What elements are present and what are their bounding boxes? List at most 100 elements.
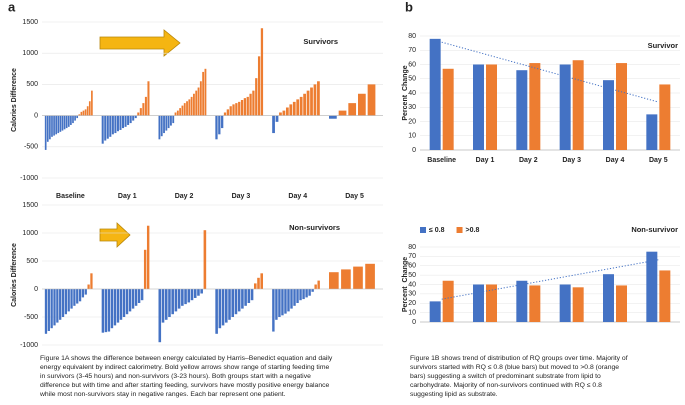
- y-tick-label: 70: [408, 47, 416, 54]
- group-label: Day 5: [345, 193, 364, 200]
- bar: [559, 284, 571, 322]
- bar: [215, 289, 218, 334]
- bar: [279, 112, 282, 116]
- group-label: Baseline: [56, 193, 85, 200]
- y-tick-label: -500: [24, 314, 38, 321]
- caption-line: energy equivalent by indirect calorimetr…: [40, 364, 329, 371]
- bar: [572, 287, 584, 322]
- bar: [134, 289, 138, 306]
- bar: [353, 266, 363, 289]
- bar: [53, 289, 56, 326]
- bar: [193, 289, 197, 298]
- bar: [285, 107, 289, 116]
- group-label: Day 3: [232, 193, 251, 200]
- bar: [204, 68, 207, 116]
- bar: [104, 115, 107, 141]
- bar: [338, 110, 347, 116]
- panel-label: a: [8, 0, 16, 14]
- y-tick-label: 60: [408, 61, 416, 68]
- y-tick-label: 1500: [22, 202, 38, 209]
- bar: [177, 289, 181, 309]
- bar: [158, 115, 161, 140]
- caption-line: while most non-survivors stay in negativ…: [39, 391, 286, 398]
- bar: [299, 96, 303, 116]
- bar: [357, 93, 366, 116]
- chart-title: Non-survivor: [631, 225, 678, 234]
- bar: [228, 289, 231, 320]
- bar: [329, 115, 337, 119]
- feeding-arrow: [99, 29, 181, 57]
- bar: [429, 38, 441, 150]
- bar: [181, 289, 184, 306]
- bar: [289, 104, 293, 116]
- bar: [442, 68, 454, 150]
- y-tick-label: 40: [408, 281, 416, 288]
- bar: [473, 284, 484, 322]
- bar: [176, 110, 179, 116]
- bar: [306, 90, 310, 116]
- bar: [127, 115, 130, 125]
- bar: [49, 115, 51, 140]
- bar: [260, 28, 264, 116]
- bar: [132, 115, 135, 121]
- chart-title: Survivor: [648, 41, 679, 50]
- bar: [292, 101, 296, 116]
- bar: [109, 115, 112, 137]
- bar: [119, 289, 123, 320]
- bar: [78, 114, 81, 116]
- bar: [53, 115, 55, 136]
- bar: [168, 289, 171, 317]
- bar: [486, 64, 497, 150]
- x-tick-label: Day 5: [649, 157, 668, 164]
- bar: [67, 289, 70, 312]
- y-tick-label: 0: [412, 319, 416, 326]
- panel-label: b: [405, 0, 413, 14]
- bar: [299, 289, 302, 301]
- bar: [200, 289, 203, 294]
- bar: [303, 93, 306, 116]
- bar: [516, 70, 528, 150]
- bar: [202, 71, 205, 116]
- bar: [124, 115, 127, 127]
- bar: [46, 115, 49, 142]
- bar: [147, 81, 150, 116]
- bar: [114, 115, 117, 134]
- caption-line: difference but with time and after start…: [40, 382, 329, 389]
- y-tick-label: 0: [34, 286, 38, 293]
- bar: [284, 289, 287, 314]
- bar: [275, 289, 278, 320]
- y-tick-label: 20: [408, 118, 416, 125]
- bar: [195, 90, 198, 116]
- bar: [144, 96, 147, 116]
- bar: [348, 103, 357, 116]
- bar: [50, 289, 53, 329]
- bar: [529, 285, 541, 322]
- bar: [129, 115, 132, 124]
- y-tick-label: 500: [26, 258, 38, 265]
- y-axis-label: Calories Difference: [11, 243, 18, 307]
- bar: [238, 101, 241, 116]
- bar: [163, 115, 165, 134]
- bar: [161, 289, 165, 323]
- x-tick-label: Baseline: [427, 157, 456, 164]
- bar: [442, 280, 454, 322]
- bar: [260, 273, 264, 289]
- bar: [290, 289, 293, 309]
- y-tick-label: -1000: [20, 175, 38, 182]
- bar: [190, 289, 194, 301]
- y-axis-label: Percent Change: [402, 257, 409, 312]
- y-tick-label: 1000: [22, 50, 38, 57]
- bar: [314, 284, 317, 289]
- bar: [529, 63, 541, 151]
- y-tick-label: 10: [408, 133, 416, 140]
- x-tick-label: Day 4: [606, 157, 625, 164]
- caption-line: Figure 1A shows the difference between e…: [40, 355, 333, 362]
- bar: [119, 115, 122, 130]
- y-tick-label: 50: [408, 272, 416, 279]
- bar: [128, 289, 132, 312]
- bar: [110, 289, 114, 329]
- bar: [237, 289, 241, 312]
- y-tick-label: 80: [408, 33, 416, 40]
- caption-line: Figure 1B shows trend of distribution of…: [410, 355, 628, 362]
- bar: [181, 105, 184, 116]
